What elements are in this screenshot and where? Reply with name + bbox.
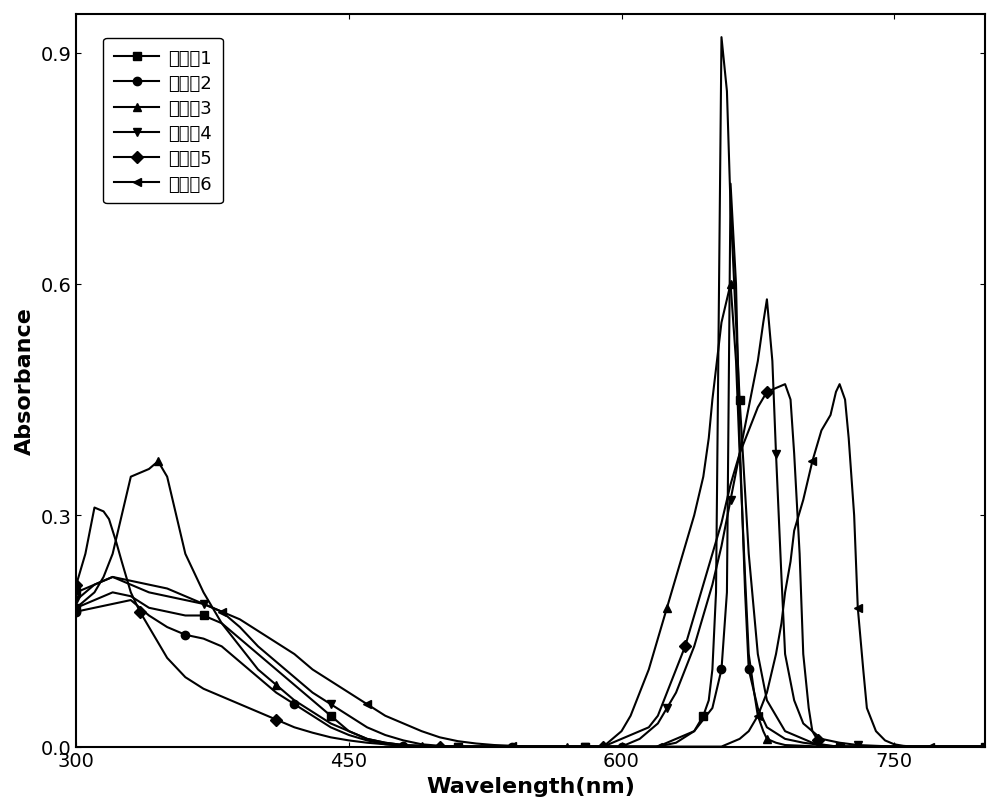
化合物5 [852,742,864,752]
化合物6 [525,742,537,752]
化合物2 [70,607,82,616]
化合物3 [434,742,446,752]
化合物3 [725,280,737,290]
化合物1 [125,591,137,601]
化合物3 [152,457,164,466]
化合物2 [234,657,246,667]
化合物2 [416,742,428,752]
化合物2 [979,742,991,752]
化合物6 [361,699,373,709]
Line: 化合物6: 化合物6 [72,380,989,751]
Line: 化合物5: 化合物5 [72,380,989,751]
Line: 化合物2: 化合物2 [72,180,989,751]
化合物4 [288,672,300,682]
化合物6 [434,732,446,742]
化合物2 [652,742,664,752]
化合物5 [715,518,727,528]
Legend: 化合物1, 化合物2, 化合物3, 化合物4, 化合物5, 化合物6: 化合物1, 化合物2, 化合物3, 化合物4, 化合物5, 化合物6 [103,39,223,204]
化合物1 [725,203,737,212]
化合物4 [761,295,773,305]
化合物6 [979,742,991,752]
化合物6 [70,588,82,598]
化合物5 [379,740,391,749]
化合物2 [670,738,682,748]
化合物5 [688,611,700,620]
化合物1 [107,588,119,598]
化合物2 [452,742,464,752]
化合物1 [721,87,733,97]
化合物4 [643,727,655,736]
化合物5 [979,742,991,752]
化合物4 [70,595,82,605]
化合物3 [743,650,755,659]
化合物1 [715,33,727,43]
化合物6 [834,380,846,389]
化合物2 [725,179,737,189]
Line: 化合物4: 化合物4 [72,296,989,751]
化合物2 [721,588,733,598]
化合物1 [525,742,537,752]
化合物4 [679,665,691,675]
化合物4 [470,742,482,752]
化合物4 [979,742,991,752]
X-axis label: Wavelength(nm): Wavelength(nm) [426,776,635,796]
化合物5 [416,742,428,752]
化合物3 [488,742,500,752]
化合物1 [434,742,446,752]
化合物3 [70,603,82,613]
化合物4 [452,742,464,752]
化合物6 [161,584,173,594]
化合物4 [325,699,337,709]
化合物2 [616,742,628,752]
Line: 化合物1: 化合物1 [72,34,989,751]
化合物1 [70,603,82,613]
化合物3 [852,742,864,752]
化合物5 [643,723,655,732]
化合物6 [839,395,851,405]
化合物6 [597,742,609,752]
化合物3 [125,472,137,482]
化合物3 [979,742,991,752]
Line: 化合物3: 化合物3 [72,281,989,751]
化合物1 [343,727,355,736]
Y-axis label: Absorbance: Absorbance [15,307,35,455]
化合物5 [70,580,82,590]
化合物5 [779,380,791,389]
化合物3 [543,742,555,752]
化合物6 [616,742,628,752]
化合物5 [143,622,155,632]
化合物1 [979,742,991,752]
化合物4 [815,734,827,744]
